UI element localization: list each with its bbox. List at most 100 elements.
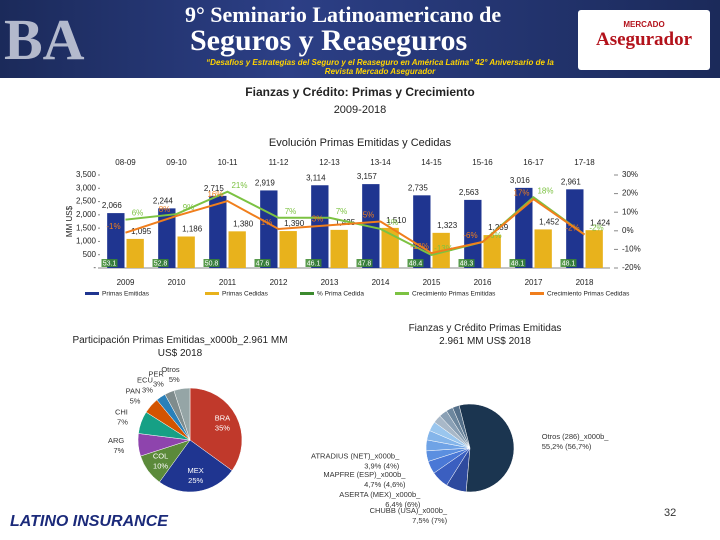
banner-place: BA — [4, 7, 85, 72]
pie-value-label: 35% — [215, 423, 230, 432]
bar — [330, 229, 348, 268]
growth-label: 9% — [183, 203, 195, 212]
y-tick-label: 500 — [83, 250, 97, 259]
y2-tick-label: 30% — [622, 170, 638, 179]
growth-label: 7% — [336, 207, 348, 216]
share-marker — [152, 259, 169, 267]
share-marker — [356, 259, 373, 267]
pie-value-label: 10% — [153, 461, 168, 470]
y-tick-label: 2,500 — [76, 197, 97, 206]
y-tick-label: 1,000 — [76, 237, 97, 246]
bar — [158, 208, 176, 268]
y-tick-label: 1,500 — [76, 223, 97, 232]
pie-value-label: 7% — [117, 418, 128, 427]
bar-value-label: 1,380 — [233, 219, 254, 228]
bar-value-label: 3,114 — [306, 173, 326, 182]
y2-tick-label: 0% — [622, 226, 634, 235]
share-label: 53.1 — [103, 260, 117, 267]
growth-label: 18% — [537, 186, 553, 195]
bar — [464, 199, 482, 268]
growth-label: 1% — [387, 218, 399, 227]
pie-value-label: 7,5% (7%) — [412, 516, 448, 525]
growth-label: 7% — [285, 207, 297, 216]
pie-title: Participación Primas Emitidas_x000b_2.96… — [72, 335, 287, 359]
y2-tick-label: -10% — [622, 245, 641, 254]
pie-slice — [458, 403, 515, 493]
bar-value-label: 1,390 — [284, 219, 305, 228]
period-label: 11-12 — [269, 158, 289, 167]
x-tick-label: 2017 — [525, 278, 543, 287]
pie-label: COL — [153, 451, 168, 460]
bar-value-label: 3,157 — [357, 172, 378, 181]
pie-value-label: 25% — [188, 476, 203, 485]
bar — [413, 195, 431, 268]
legend-label: % Prima Cedida — [317, 291, 364, 298]
bar — [177, 236, 195, 268]
share-label: 48.3 — [460, 260, 474, 267]
bar-value-label: 1,323 — [437, 221, 458, 230]
growth-label: 6% — [132, 209, 144, 218]
pie-label: ECU — [137, 375, 153, 384]
y-tick-label: 2,000 — [76, 210, 97, 219]
bar — [585, 230, 603, 268]
bar-value-label: 1,435 — [335, 218, 356, 227]
pie-title-line: Participación Primas Emitidas_x000b_2.96… — [72, 335, 287, 346]
share-label: 48.4 — [409, 260, 423, 267]
pie-value-label: 5% — [130, 396, 141, 405]
share-marker — [101, 259, 118, 267]
x-tick-label: 2018 — [576, 278, 594, 287]
event-name: Seguros y Reaseguros — [190, 24, 468, 57]
page-number: 32 — [664, 507, 677, 519]
share-label: 50.8 — [205, 260, 219, 267]
y2-tick-label: 20% — [622, 189, 638, 198]
share-label: 47.8 — [358, 260, 372, 267]
legend-swatch — [395, 292, 409, 295]
bar-value-label: 2,919 — [255, 179, 276, 188]
bar-value-label: 1,186 — [182, 225, 203, 234]
bar — [228, 231, 246, 268]
share-marker — [407, 259, 424, 267]
pie-slice — [159, 439, 233, 493]
logo-main: Asegurador — [595, 29, 693, 50]
growth-label: 16% — [207, 190, 223, 199]
growth-label: -2% — [565, 224, 579, 233]
share-label: 47.6 — [256, 260, 270, 267]
growth-label: 1% — [261, 218, 273, 227]
pie-slice — [173, 387, 191, 441]
legend-label: Primas Cedidas — [222, 291, 269, 298]
x-tick-label: 2016 — [474, 278, 492, 287]
x-tick-label: 2013 — [321, 278, 339, 287]
y2-tick-label: -20% — [622, 263, 641, 272]
legend-swatch — [530, 292, 544, 295]
bar-value-label: 1,095 — [131, 227, 152, 236]
share-marker — [254, 259, 271, 267]
x-tick-label: 2012 — [270, 278, 288, 287]
bar-value-label: 2,715 — [204, 184, 225, 193]
pie-label: ATRADIUS (NET)_x000b_ — [311, 451, 400, 460]
growth-label: -6% — [487, 231, 501, 240]
period-label: 15-16 — [472, 158, 493, 167]
pie-label: ARG — [108, 436, 124, 445]
event-title: 9° Seminario Latinoamericano de — [185, 2, 502, 27]
pie-title-line: Fianzas y Crédito Primas Emitidas — [409, 323, 562, 334]
growth-label: 3% — [312, 214, 324, 223]
bar-value-label: 2,961 — [561, 177, 582, 186]
bar-value-label: 1,424 — [590, 218, 611, 227]
y-tick-label: 3,000 — [76, 183, 97, 192]
bar — [107, 213, 125, 268]
growth-label: -12% — [410, 242, 429, 251]
bar — [209, 195, 227, 268]
bar-value-label: 1,452 — [539, 218, 560, 227]
growth-label: -6% — [463, 231, 477, 240]
legend-swatch — [300, 292, 314, 295]
pie-value-label: 3,9% (4%) — [364, 461, 400, 470]
legend-swatch — [205, 292, 219, 295]
period-label: 08-09 — [115, 158, 136, 167]
x-tick-label: 2009 — [117, 278, 135, 287]
period-label: 12-13 — [319, 158, 340, 167]
growth-label: -1% — [106, 222, 120, 231]
pie-label: ASERTA (MEX)_x000b_ — [339, 490, 421, 499]
sponsor-logo: MERCADO Asegurador — [578, 10, 710, 70]
legend-swatch — [85, 292, 99, 295]
y2-tick-label: 10% — [622, 207, 638, 216]
